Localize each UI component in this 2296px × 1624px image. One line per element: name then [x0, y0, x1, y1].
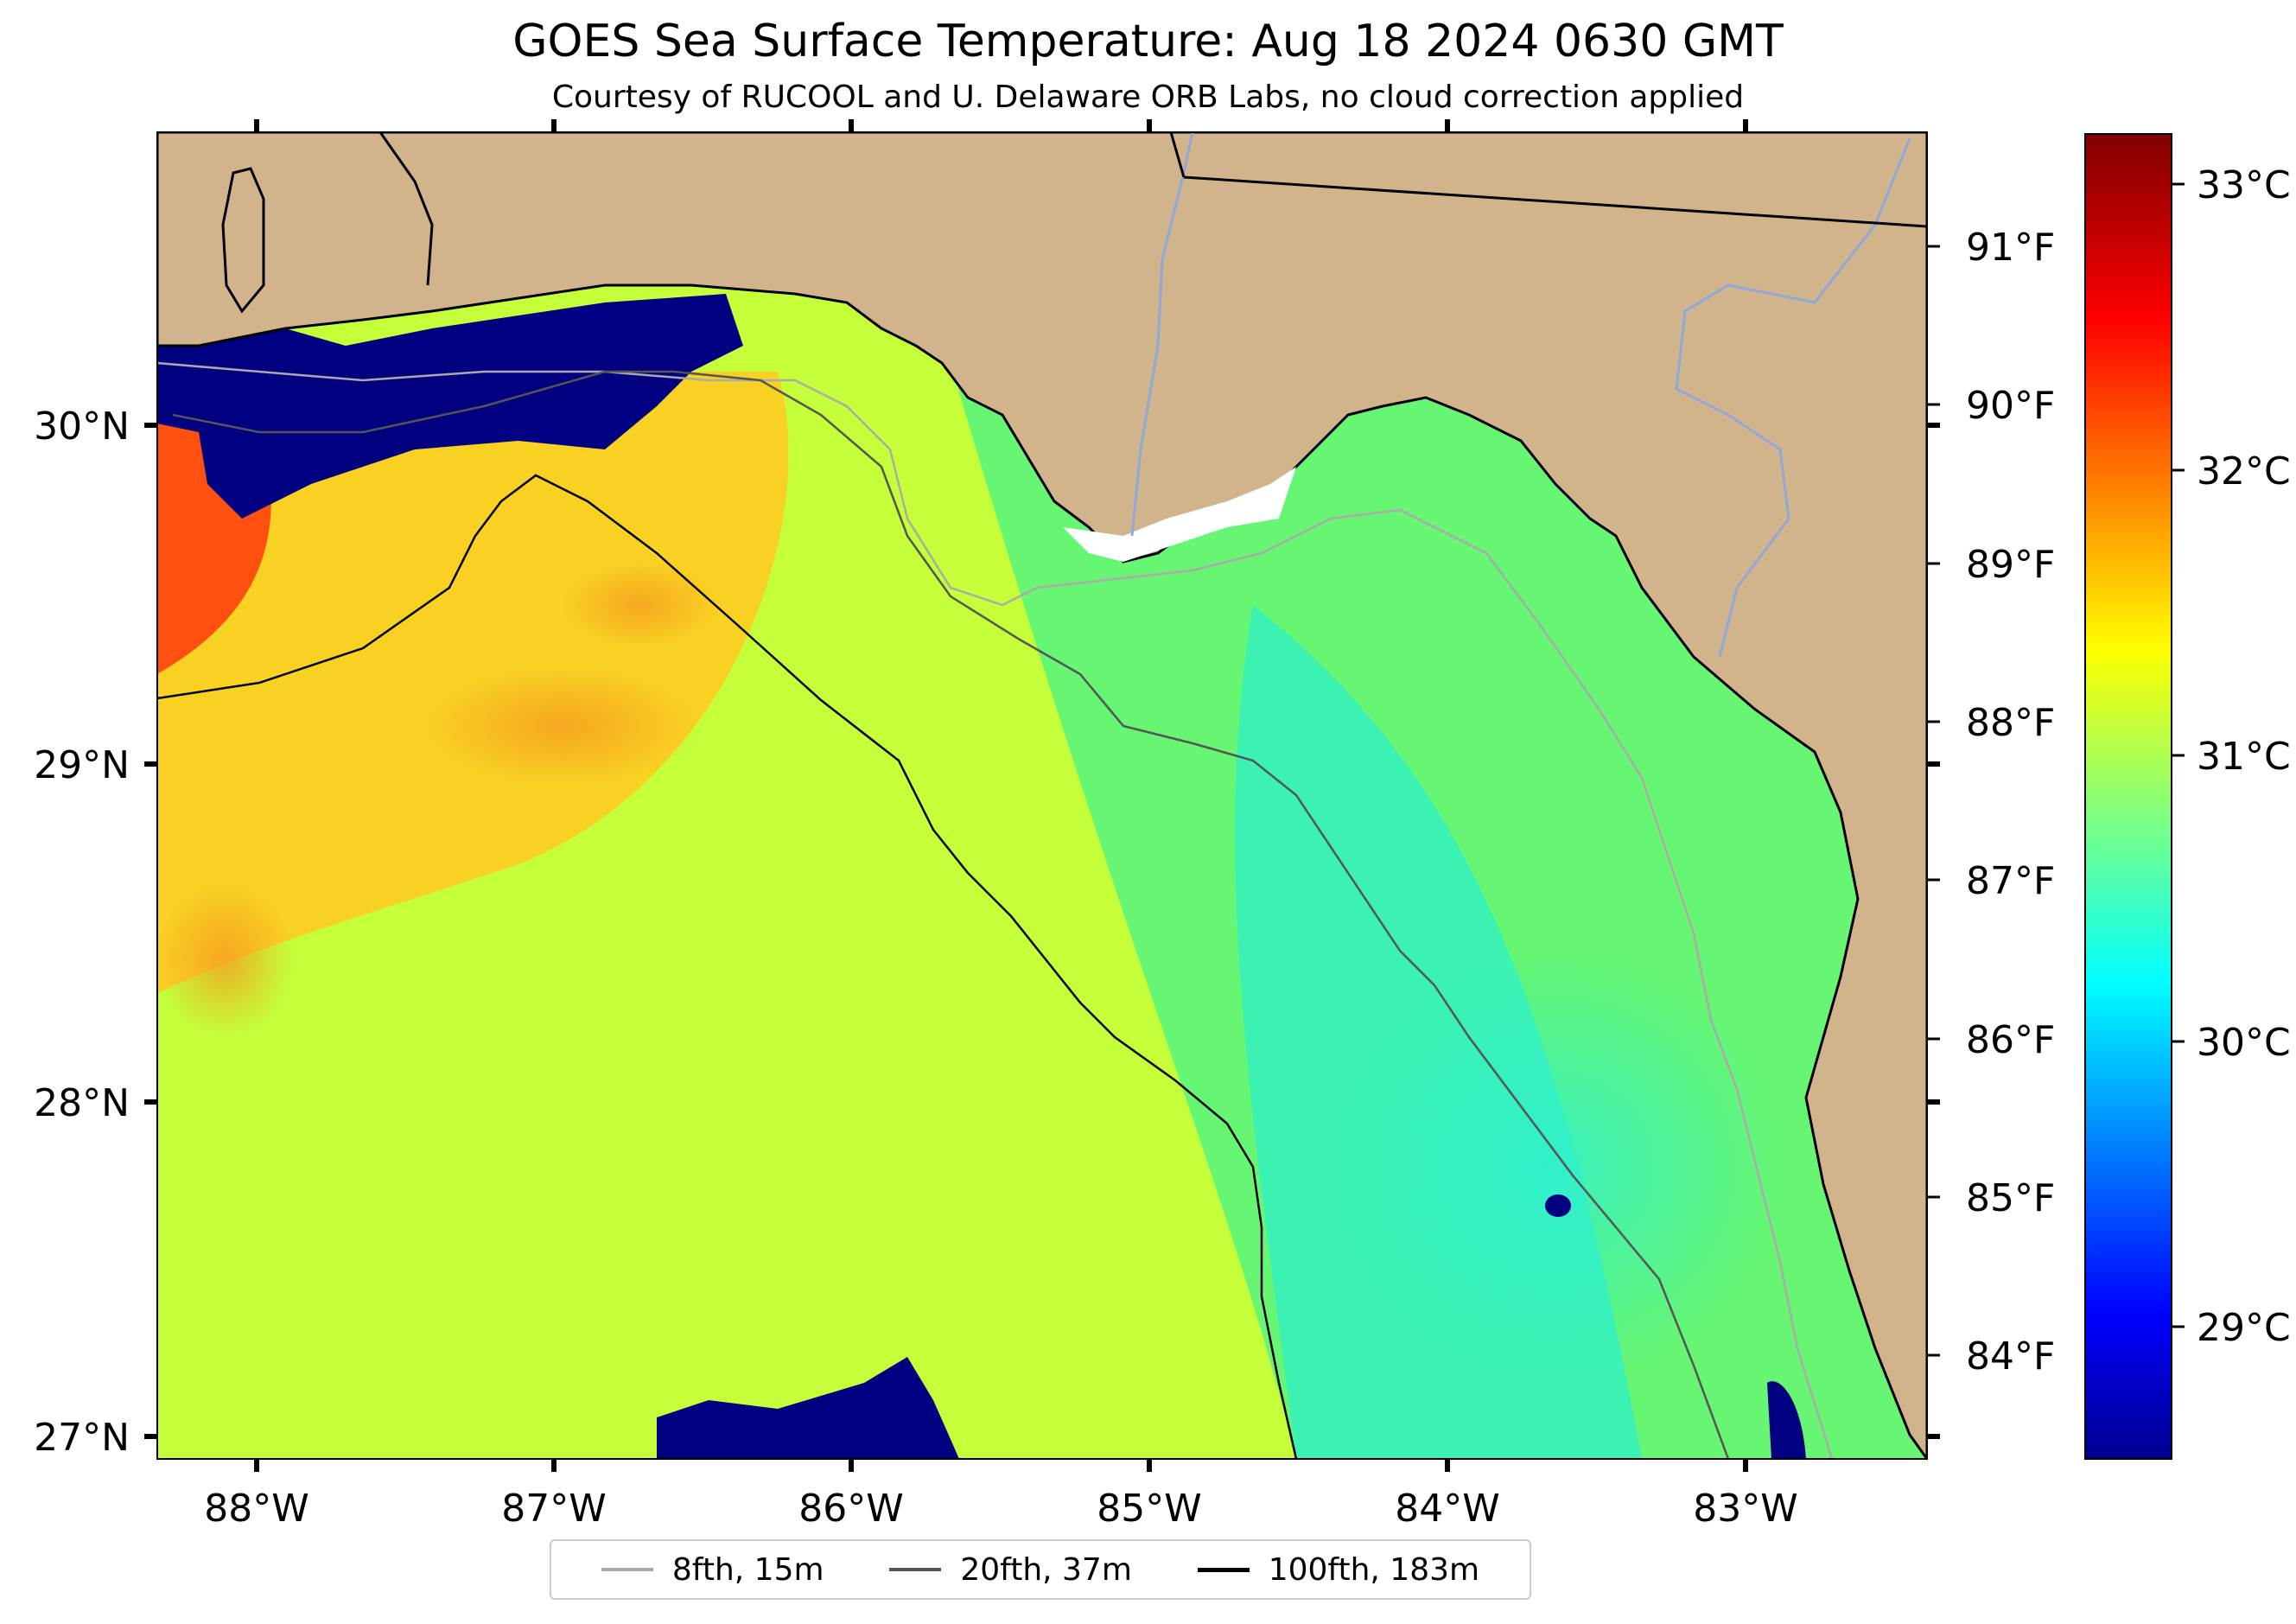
colorbar-label: 33°C	[2197, 163, 2291, 207]
legend-label: 100fth, 183m	[1268, 1551, 1480, 1588]
legend-item-8fth: 8fth, 15m	[601, 1552, 824, 1588]
isobath-100fth	[157, 474, 1298, 1459]
legend-line-icon	[889, 1568, 942, 1571]
lon-label: 84°W	[1395, 1487, 1500, 1531]
isobath-20fth	[172, 370, 1730, 1459]
fahrenheit-label: 84°F	[1966, 1334, 2055, 1379]
cloud-mask-southeast	[1767, 1381, 1806, 1459]
legend-label: 8fth, 15m	[671, 1551, 824, 1588]
fahrenheit-label: 88°F	[1966, 701, 2055, 745]
lon-label: 85°W	[1097, 1487, 1202, 1531]
ocean-cyan-patch	[1331, 951, 1780, 1383]
fahrenheit-label: 86°F	[1966, 1018, 2055, 1062]
lon-label: 86°W	[798, 1487, 904, 1531]
fahrenheit-label: 87°F	[1966, 859, 2055, 903]
river-east	[1675, 137, 1911, 658]
cloud-mask-north	[157, 294, 743, 519]
map-area	[157, 132, 1927, 1459]
ocean-warm-patch	[157, 882, 294, 1037]
lon-label: 87°W	[501, 1487, 607, 1531]
legend-line-icon	[1197, 1567, 1250, 1572]
chart-title: GOES Sea Surface Temperature: Aug 18 202…	[512, 16, 1784, 67]
cloud-mask-south	[657, 1357, 959, 1459]
isobath-legend: 8fth, 15m 20fth, 37m 100fth, 183m	[550, 1539, 1531, 1600]
legend-item-100fth: 100fth, 183m	[1197, 1551, 1480, 1588]
colorbar-label: 32°C	[2197, 449, 2291, 494]
state-boundary	[1183, 175, 1927, 228]
river-west	[1130, 132, 1194, 537]
fahrenheit-label: 91°F	[1966, 226, 2055, 270]
lat-label: 27°N	[34, 1416, 130, 1460]
colorbar	[2084, 133, 2172, 1460]
fahrenheit-ticks	[1927, 245, 1940, 1357]
fahrenheit-label: 85°F	[1966, 1176, 2055, 1220]
isobath-8fth	[157, 361, 1834, 1459]
ocean-warm-patch	[423, 666, 700, 787]
lat-label: 29°N	[34, 743, 130, 787]
lat-label: 28°N	[34, 1081, 130, 1125]
chart-subtitle: Courtesy of RUCOOL and U. Delaware ORB L…	[551, 80, 1745, 115]
colorbar-label: 31°C	[2197, 735, 2291, 779]
lat-ticks	[144, 423, 1940, 1439]
coastal-strip	[1063, 467, 1296, 562]
state-boundary-west	[1169, 132, 1186, 178]
legend-line-icon	[601, 1568, 653, 1571]
land-peninsula	[221, 167, 265, 314]
lat-label: 30°N	[34, 404, 130, 449]
colorbar-label: 30°C	[2197, 1021, 2291, 1065]
ocean-warm-patch	[562, 562, 717, 648]
map-frame	[156, 131, 1928, 1460]
fahrenheit-label: 90°F	[1966, 384, 2055, 428]
fahrenheit-label: 89°F	[1966, 543, 2055, 587]
colorbar-label: 29°C	[2197, 1306, 2291, 1350]
colorbar-ticks	[2172, 182, 2185, 1328]
lon-label: 88°W	[204, 1487, 309, 1531]
lon-ticks	[254, 119, 1748, 1472]
state-boundary-al	[378, 132, 434, 286]
lon-label: 83°W	[1693, 1487, 1798, 1531]
legend-label: 20fth, 37m	[960, 1551, 1132, 1588]
legend-item-20fth: 20fth, 37m	[889, 1552, 1132, 1588]
cloud-mask-spot	[1545, 1194, 1571, 1217]
